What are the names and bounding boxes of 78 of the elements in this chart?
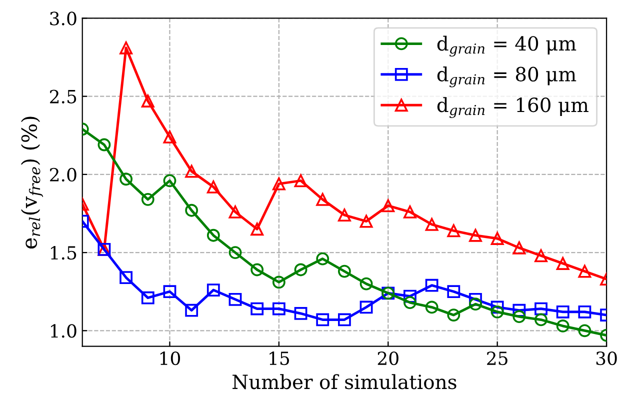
point bbox=[360, 277, 373, 290]
point bbox=[338, 208, 351, 222]
point bbox=[294, 263, 308, 276]
point bbox=[250, 222, 264, 236]
x-tick-label: 15 bbox=[270, 351, 290, 366]
point bbox=[534, 302, 548, 316]
point bbox=[228, 292, 242, 306]
point bbox=[120, 271, 133, 284]
x-tick-label: 25 bbox=[487, 351, 508, 366]
point bbox=[316, 313, 330, 326]
y-tick-label: 2.5 bbox=[50, 90, 76, 104]
point bbox=[141, 192, 154, 206]
point bbox=[206, 284, 220, 296]
point bbox=[228, 205, 242, 218]
y-tick-label: 1.0 bbox=[50, 324, 76, 338]
point bbox=[141, 291, 154, 304]
point bbox=[98, 138, 111, 152]
point bbox=[185, 164, 198, 178]
legend-label: d$_{grain}$ = 40 μm bbox=[437, 36, 576, 57]
point bbox=[294, 307, 308, 320]
point bbox=[206, 228, 220, 242]
x-tick-label: 20 bbox=[378, 351, 398, 366]
point bbox=[250, 263, 264, 276]
y-axis-title: e$_{rel}$(v$_{free}$) (%) bbox=[20, 116, 44, 249]
point bbox=[425, 218, 438, 231]
point bbox=[163, 285, 176, 298]
point bbox=[512, 310, 526, 324]
x-tick-label: 30 bbox=[596, 351, 617, 366]
point bbox=[404, 205, 416, 218]
point bbox=[316, 252, 330, 266]
point bbox=[578, 264, 592, 278]
point bbox=[141, 94, 154, 108]
legend-label: d$_{grain}$ = 160 μm bbox=[437, 97, 588, 118]
point bbox=[360, 214, 373, 228]
point bbox=[272, 276, 286, 289]
point bbox=[120, 172, 133, 186]
point bbox=[556, 305, 570, 318]
point bbox=[578, 324, 592, 338]
point bbox=[250, 302, 264, 316]
point bbox=[272, 177, 286, 190]
point bbox=[206, 180, 220, 194]
point bbox=[404, 296, 416, 309]
point bbox=[382, 199, 395, 212]
y-tick-label: 1.5 bbox=[50, 246, 76, 260]
y-tick-label: 3.0 bbox=[50, 12, 76, 26]
point bbox=[490, 300, 504, 314]
point bbox=[469, 298, 482, 311]
point bbox=[578, 305, 592, 318]
point bbox=[556, 257, 570, 270]
point bbox=[447, 224, 460, 238]
point bbox=[534, 249, 548, 262]
point bbox=[163, 130, 176, 144]
point bbox=[404, 290, 416, 303]
point bbox=[120, 41, 133, 54]
point bbox=[163, 174, 176, 188]
point bbox=[534, 313, 548, 326]
x-axis-title: Number of simulations bbox=[232, 374, 456, 390]
point bbox=[185, 204, 198, 217]
point bbox=[447, 308, 460, 322]
point bbox=[316, 192, 330, 206]
point bbox=[294, 174, 308, 188]
legend-label: d$_{grain}$ = 80 μm bbox=[437, 66, 576, 88]
point bbox=[469, 228, 482, 242]
y-tick-label: 2.0 bbox=[50, 168, 76, 182]
point bbox=[447, 285, 460, 298]
point bbox=[425, 300, 438, 314]
point bbox=[425, 278, 438, 292]
point bbox=[338, 264, 351, 278]
x-tick-label: 10 bbox=[160, 351, 180, 366]
point bbox=[185, 304, 198, 317]
point bbox=[228, 246, 242, 260]
point bbox=[272, 302, 286, 316]
point bbox=[338, 313, 351, 326]
point bbox=[512, 241, 526, 254]
point bbox=[490, 305, 504, 318]
point bbox=[556, 320, 570, 332]
point bbox=[360, 300, 373, 314]
point bbox=[490, 232, 504, 245]
